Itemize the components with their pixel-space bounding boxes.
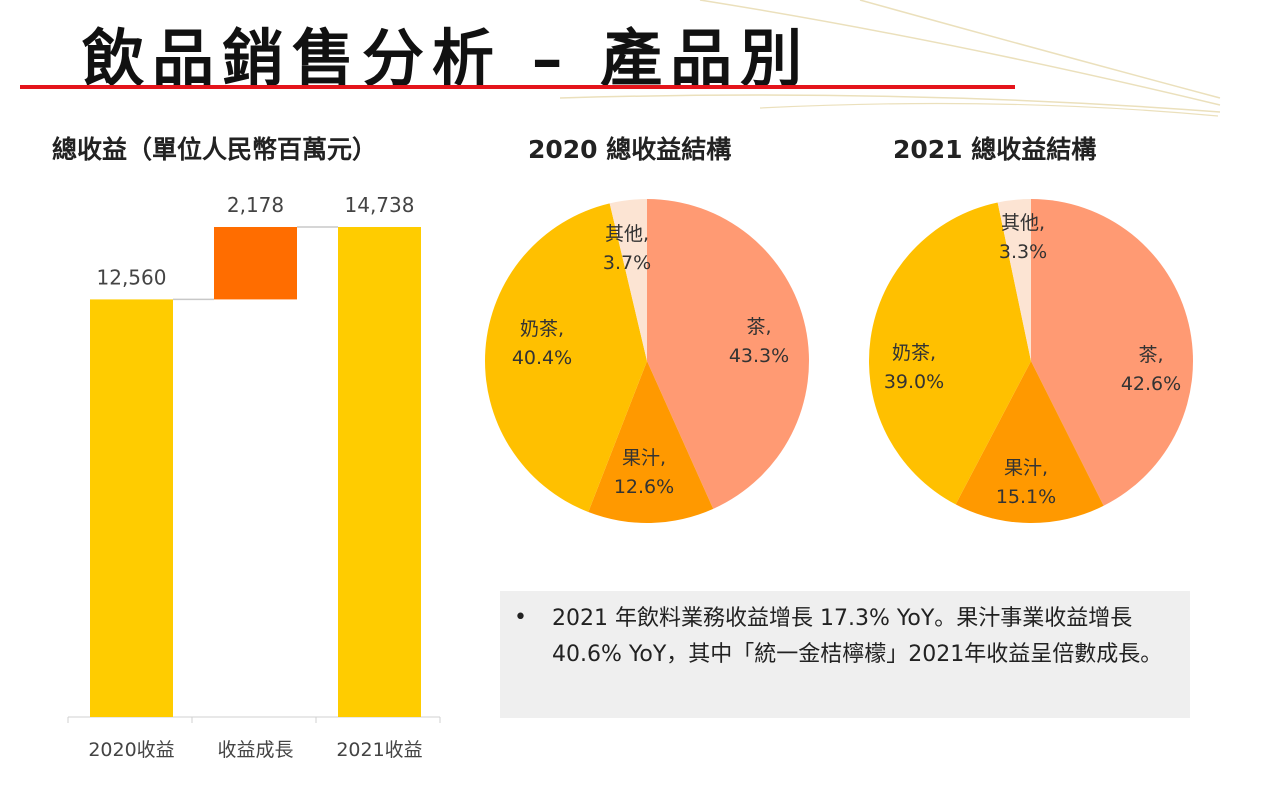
pie-2021-value-tea: 42.6% bbox=[1121, 373, 1181, 395]
pie-2020-slice-juice bbox=[588, 361, 714, 523]
category-label-2021: 2021收益 bbox=[336, 739, 422, 761]
bar-chart-title: 總收益（單位人民幣百萬元） bbox=[52, 135, 378, 164]
category-label-growth: 收益成長 bbox=[217, 739, 293, 761]
pie-2021-label-other: 其他, bbox=[1001, 212, 1045, 234]
pie-2020-value-other: 3.7% bbox=[603, 252, 651, 274]
pie-2021-value-milk-tea: 39.0% bbox=[884, 371, 944, 393]
pie-2021-slice-tea bbox=[1031, 199, 1193, 506]
pie-2021-value-juice: 15.1% bbox=[996, 486, 1056, 508]
bar-2020 bbox=[90, 299, 173, 717]
category-label-2020: 2020收益 bbox=[88, 739, 174, 761]
pie-2020-value-milk-tea: 40.4% bbox=[512, 347, 572, 369]
data-label-2020: 12,560 bbox=[97, 265, 167, 289]
pie-2020-label-tea: 茶, bbox=[746, 316, 771, 338]
page-title: 飲品銷售分析 – 產品別 bbox=[82, 22, 811, 95]
pie-2021-label-milk-tea: 奶茶, bbox=[892, 342, 936, 364]
pie-2021-slice-milk-tea bbox=[869, 202, 1031, 505]
pie-2020-label-other: 其他, bbox=[605, 223, 649, 245]
pie-2021-title: 2021 總收益結構 bbox=[893, 135, 1097, 164]
pie-2021-value-other: 3.3% bbox=[999, 241, 1047, 263]
pie-2020-value-tea: 43.3% bbox=[729, 345, 789, 367]
pie-2020-label-juice: 果汁, bbox=[622, 447, 666, 469]
data-label-2021: 14,738 bbox=[345, 193, 415, 217]
pie-2020-slice-tea bbox=[647, 199, 810, 509]
bullet-marker: • bbox=[514, 605, 527, 630]
title-underline bbox=[20, 85, 1015, 89]
pie-2021-slice-other bbox=[997, 199, 1031, 361]
summary-note-box: • 2021 年飲料業務收益增長 17.3% YoY。果汁事業收益增長40.6%… bbox=[500, 591, 1190, 718]
pie-2021-slice-juice bbox=[955, 361, 1104, 523]
pie-2020-label-milk-tea: 奶茶, bbox=[520, 318, 564, 340]
data-label-growth: 2,178 bbox=[227, 193, 284, 217]
pie-2020-value-juice: 12.6% bbox=[614, 476, 674, 498]
bar-2021 bbox=[338, 227, 421, 717]
pie-2021-label-juice: 果汁, bbox=[1004, 457, 1048, 479]
pie-2020-title: 2020 總收益結構 bbox=[528, 135, 732, 164]
pie-2020-slice-milk-tea bbox=[485, 203, 647, 512]
pie-2020-slice-other bbox=[609, 199, 647, 361]
bar-growth bbox=[214, 227, 297, 300]
summary-note-text: 2021 年飲料業務收益增長 17.3% YoY。果汁事業收益增長40.6% Y… bbox=[552, 606, 1163, 667]
pie-2021-label-tea: 茶, bbox=[1138, 344, 1163, 366]
